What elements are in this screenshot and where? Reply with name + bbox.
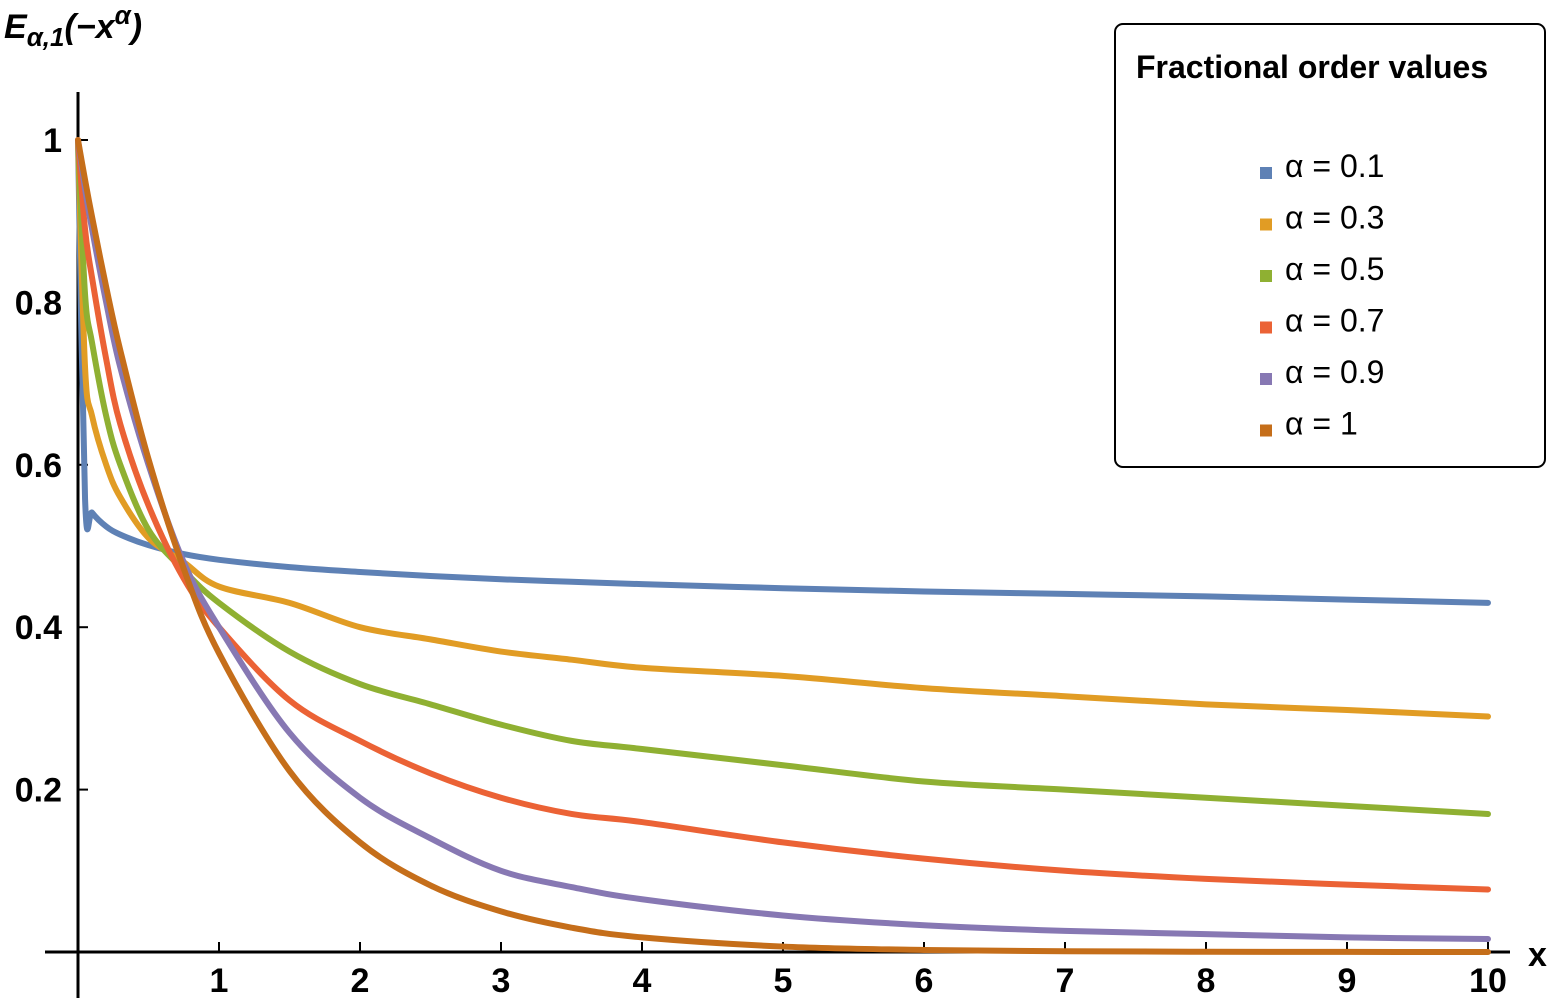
legend-swatch	[1260, 218, 1272, 231]
x-tick-label: 6	[915, 962, 934, 998]
legend-swatch	[1260, 167, 1272, 179]
legend-label: α = 0.5	[1285, 251, 1384, 287]
x-tick-label: 1	[210, 962, 229, 998]
y-tick-label: 0.6	[15, 447, 62, 485]
series-line	[75, 137, 1491, 893]
x-tick-label: 4	[633, 962, 652, 998]
series-line	[75, 137, 1491, 955]
x-tick-label: 9	[1338, 962, 1357, 998]
legend-swatch	[1260, 373, 1272, 385]
legend: Fractional order values α = 0.1α = 0.3α …	[1114, 23, 1546, 468]
y-axis-label-group: Eα,1(−xα)	[4, 0, 142, 52]
legend-swatch	[1260, 270, 1272, 282]
ticks: 1 2 3 4 5 6 7 8 9 10 0.2 0.4 0.6 0.8 1	[15, 122, 1507, 998]
x-tick-label: 3	[492, 962, 511, 998]
legend-label: α = 0.7	[1285, 303, 1384, 339]
legend-label: α = 1	[1285, 406, 1358, 442]
legend-box	[1114, 23, 1546, 468]
series-line	[75, 137, 1491, 720]
x-tick-label: 5	[774, 962, 793, 998]
legend-label: α = 0.9	[1285, 354, 1384, 390]
y-tick-label: 0.4	[15, 609, 62, 647]
legend-swatch	[1260, 321, 1272, 334]
x-axis-label: x	[1528, 936, 1547, 974]
x-tick-label: 10	[1469, 962, 1507, 998]
legend-items: α = 0.1 α = 0.3 α = 0.5 α = 0.7 α = 0.9 α = 1	[1260, 148, 1384, 442]
legend-swatch	[1260, 424, 1272, 437]
legend-label: α = 0.1	[1285, 148, 1384, 184]
series-line	[75, 137, 1491, 817]
legend-label: α = 0.3	[1285, 200, 1384, 236]
y-tick-label: 1	[43, 122, 62, 160]
y-tick-label: 0.2	[15, 772, 62, 810]
legend-title: Fractional order values	[1136, 49, 1488, 85]
y-axis-label: Eα,1(−xα)	[4, 0, 142, 52]
series-line	[75, 137, 1491, 606]
x-tick-label: 8	[1197, 962, 1216, 998]
x-tick-label: 2	[351, 962, 370, 998]
x-tick-label: 7	[1056, 962, 1075, 998]
series-lines	[75, 137, 1491, 955]
y-tick-label: 0.8	[15, 284, 62, 322]
series-line	[75, 137, 1491, 943]
